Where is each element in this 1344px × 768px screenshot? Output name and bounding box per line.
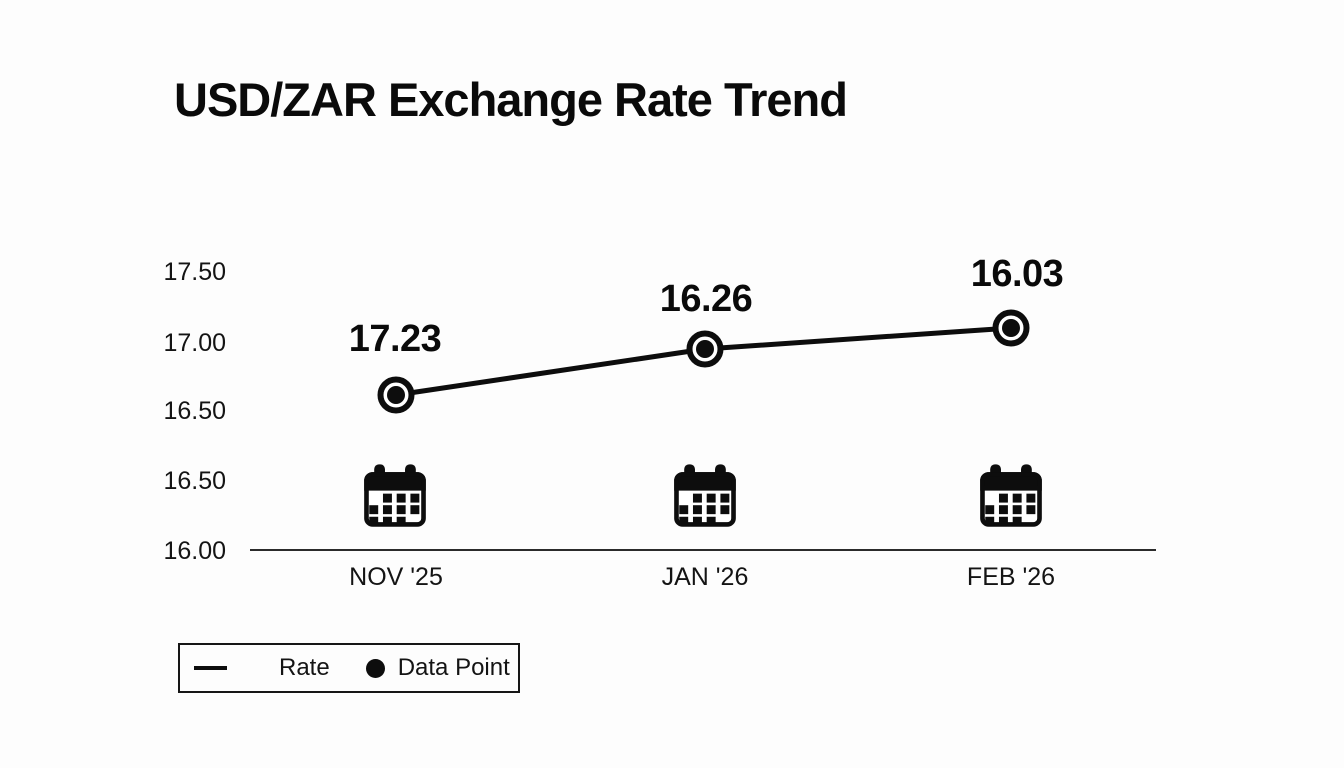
calendar-icon [980,464,1042,527]
legend-data-point-label: Data Point [397,654,510,681]
y-axis-tick-label: 17.50 [163,258,226,286]
x-axis-tick-label: NOV '25 [349,563,443,591]
x-axis-tick-label: FEB '26 [966,563,1056,591]
calendar-icon [674,464,736,527]
bullseye-dot-icon [377,376,415,414]
calendar-icon [364,464,426,527]
data-point-dot-icon [365,658,385,678]
bullseye-dot-icon [992,309,1030,347]
bullseye-dot-icon [686,330,724,368]
y-axis-tick-label: 16.50 [163,397,226,425]
legend-rate-label: Rate [279,654,330,681]
chart-title: USD/ZAR Exchange Rate Trend [174,73,848,126]
rate-line-swatch-icon [194,666,227,670]
y-axis-tick-label: 17.00 [163,329,226,357]
point-value-label: 16.26 [659,278,753,320]
x-axis-tick-label: JAN '26 [661,563,749,591]
y-axis-tick-label: 16.00 [163,537,226,565]
x-axis-line [250,549,1156,551]
point-value-label: 16.03 [970,253,1064,295]
y-axis-tick-label: 16.50 [163,467,226,495]
point-value-label: 17.23 [348,318,442,360]
chart-legend: Rate Data Point [178,643,520,693]
